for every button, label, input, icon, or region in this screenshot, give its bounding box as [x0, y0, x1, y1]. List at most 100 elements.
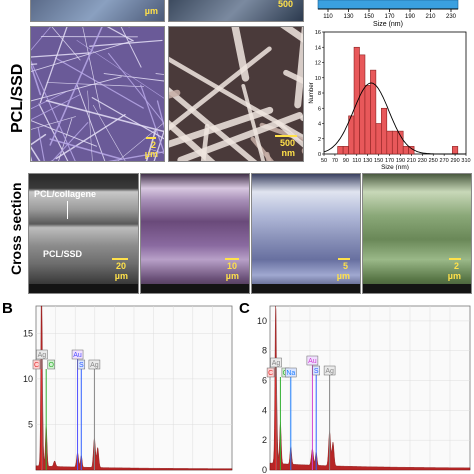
scale-unit: µm: [225, 271, 239, 281]
scale-bar: [146, 137, 156, 139]
scale-unit: µm: [447, 271, 461, 281]
fiber: [31, 27, 51, 51]
top-bars: [317, 0, 459, 10]
histogram-bar: [375, 123, 382, 155]
panel-letter-c: C: [239, 300, 250, 317]
peak-tag: [266, 367, 275, 378]
peak-label: C: [34, 362, 39, 369]
peak-tag: [71, 349, 84, 360]
x-tick-label: 170: [385, 158, 394, 164]
y-tick-label: 2: [262, 435, 267, 445]
fiber: [107, 151, 164, 161]
fiber: [45, 99, 164, 133]
fiber: [120, 27, 142, 68]
row-label-cross-section: Cross section: [8, 182, 24, 275]
histogram-bar: [381, 107, 388, 155]
peak-tag: [88, 359, 101, 370]
scale-unit: µm: [114, 271, 128, 281]
y-tick-label: 8: [262, 346, 267, 356]
x-tick-label: 170: [384, 14, 395, 20]
fiber: [31, 60, 76, 161]
y-tick-label: 4: [318, 122, 321, 128]
fiber: [39, 27, 68, 104]
x-axis-label: Size (nm): [381, 164, 409, 170]
histogram-bar: [342, 146, 349, 155]
normal-fit-curve: [323, 82, 466, 155]
spectrum-area: [269, 305, 471, 471]
scale-value: 10: [226, 261, 237, 271]
histogram-bar: [370, 69, 377, 155]
histogram-bar: [386, 130, 393, 155]
scale-value: 20: [115, 261, 126, 271]
sem-top-right: 500: [168, 0, 304, 22]
peak-tag: [77, 359, 86, 370]
fiber: [91, 97, 164, 140]
scale-bar: [338, 258, 350, 260]
x-tick-label: 250: [429, 158, 438, 164]
peak-label: S: [79, 362, 84, 369]
scale-bar: [449, 258, 461, 260]
sem-top-left: µm: [30, 0, 165, 22]
info-strip: [141, 284, 249, 293]
peak-label: Au: [73, 352, 82, 359]
histogram-bar: [353, 46, 360, 155]
panel-letter-b: B: [2, 300, 13, 317]
fiber: [76, 83, 106, 161]
y-tick-label: 5: [28, 419, 33, 429]
peak-tag: [285, 367, 297, 378]
info-strip: [29, 284, 138, 293]
fiber: [103, 73, 164, 82]
fiber: [117, 122, 164, 161]
y-tick-label: 4: [262, 405, 267, 415]
y-tick-label: 12: [315, 61, 321, 67]
y-tick-label: 0: [262, 465, 267, 474]
fiber: [107, 52, 164, 124]
fiber: [58, 118, 73, 161]
peak-tag: [306, 355, 319, 366]
x-axis-label: Size (nm): [373, 21, 403, 28]
eds-spectrum-c: 0246810AgCONaAuSAg: [257, 305, 471, 474]
fiber: [155, 73, 164, 75]
peak-label: Ag: [325, 368, 334, 375]
x-tick-label: 290: [450, 158, 459, 164]
scale-value: 2: [150, 140, 156, 150]
fiber: [38, 103, 69, 161]
fiber: [31, 120, 97, 147]
fiber: [51, 27, 81, 61]
x-tick-label: 150: [374, 158, 383, 164]
fiber: [51, 122, 89, 161]
fiber: [31, 27, 62, 38]
y-tick-label: 8: [318, 91, 321, 97]
x-tick-label: 130: [363, 158, 372, 164]
spectrum-area: [35, 305, 233, 471]
scale-label: 500: [277, 0, 293, 9]
label-pointer: [67, 201, 68, 219]
row-label-pcl-ssd: PCL/SSD: [9, 63, 26, 133]
cross-section-2: 10 µm: [140, 173, 250, 294]
fiber: [241, 83, 266, 161]
fiber: [31, 40, 133, 72]
x-tick-label: 270: [440, 158, 449, 164]
y-tick-label: 2: [318, 137, 321, 143]
peak-label: S: [314, 368, 319, 375]
fiber: [87, 90, 93, 161]
histogram-bar: [337, 146, 344, 155]
eds-spectrum-b: 5 10 15 Ag C O Au S Ag: [23, 305, 233, 471]
y-tick-label: 6: [262, 376, 267, 386]
info-strip: [252, 284, 360, 293]
fiber: [169, 119, 216, 161]
x-tick-label: 110: [323, 14, 333, 20]
scale-unit: µm: [144, 149, 158, 159]
fiber: [89, 39, 163, 47]
cross-section-3: 5 µm: [251, 173, 361, 294]
fiber: [156, 100, 164, 129]
y-axis-label: Number: [309, 82, 315, 103]
fiber: [200, 123, 210, 161]
fiber: [49, 27, 103, 146]
x-tick-label: 310: [461, 158, 470, 164]
fiber: [37, 127, 45, 161]
histogram-bar: [391, 130, 399, 155]
peak-label: Ag: [38, 352, 47, 359]
fiber: [169, 106, 274, 148]
histogram-bar: [359, 54, 366, 155]
